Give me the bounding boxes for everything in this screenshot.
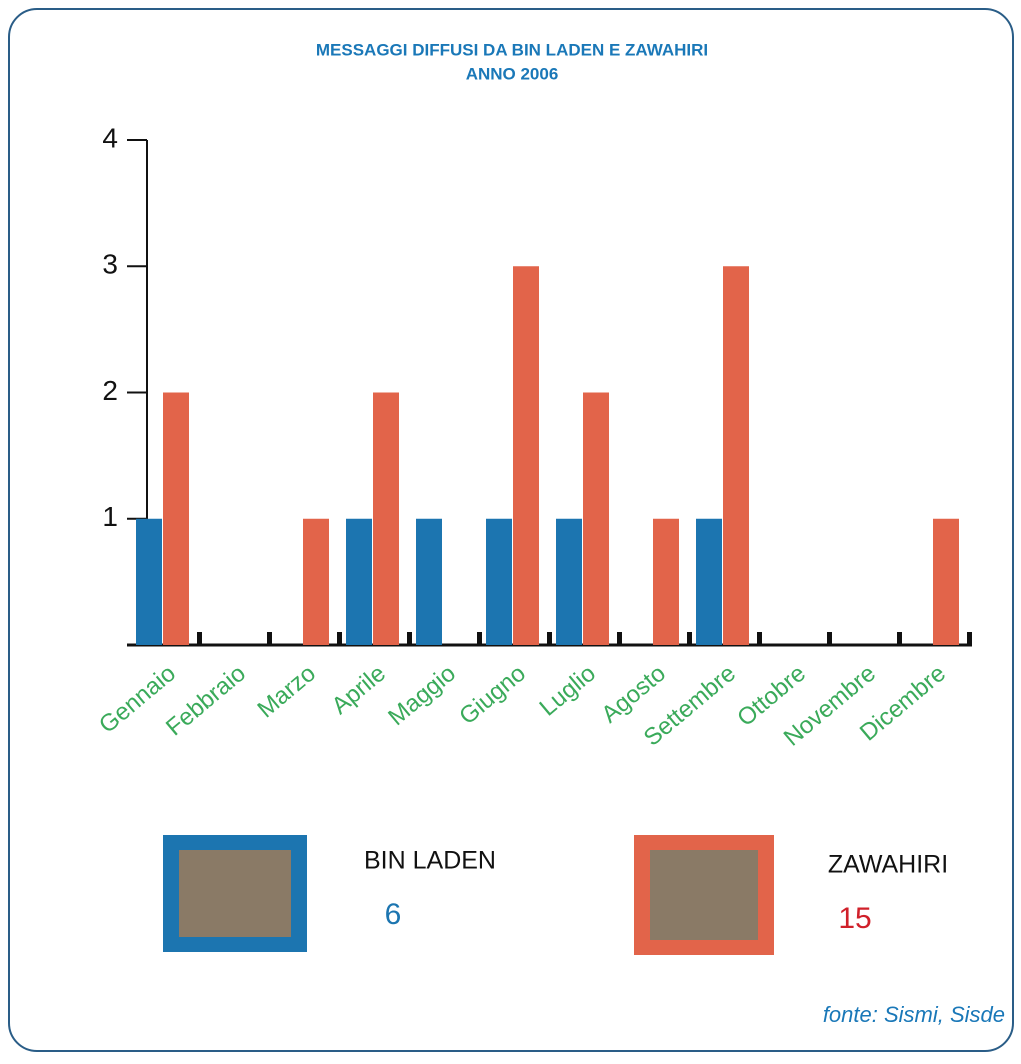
group-tick bbox=[897, 632, 902, 645]
legend-label: ZAWAHIRI bbox=[828, 851, 948, 879]
legend-photo bbox=[179, 850, 291, 937]
group-tick bbox=[407, 632, 412, 645]
bar bbox=[303, 518, 329, 645]
bar bbox=[583, 392, 609, 645]
y-tick-label: 4 bbox=[102, 122, 118, 153]
y-tick-label: 3 bbox=[102, 249, 118, 280]
bar bbox=[136, 518, 162, 645]
group-tick bbox=[477, 632, 482, 645]
bar bbox=[486, 518, 512, 645]
bar bbox=[416, 518, 442, 645]
bar bbox=[373, 392, 399, 645]
bar bbox=[653, 518, 679, 645]
group-tick bbox=[267, 632, 272, 645]
bar bbox=[346, 518, 372, 645]
bar bbox=[933, 518, 959, 645]
y-tick-label: 2 bbox=[102, 375, 118, 406]
group-tick bbox=[197, 632, 202, 645]
group-tick bbox=[967, 632, 972, 645]
chart-subtitle: ANNO 2006 bbox=[466, 64, 559, 83]
bar bbox=[696, 518, 722, 645]
bar bbox=[723, 266, 749, 645]
bar bbox=[163, 392, 189, 645]
chart-title: MESSAGGI DIFFUSI DA BIN LADEN E ZAWAHIRI bbox=[316, 40, 708, 59]
group-tick bbox=[337, 632, 342, 645]
group-tick bbox=[617, 632, 622, 645]
source-note: fonte: Sismi, Sisde bbox=[823, 1002, 1005, 1027]
legend-photo bbox=[650, 850, 758, 940]
group-tick bbox=[757, 632, 762, 645]
group-tick bbox=[547, 632, 552, 645]
y-tick-label: 1 bbox=[102, 501, 118, 532]
legend-label: BIN LADEN bbox=[364, 847, 496, 875]
group-tick bbox=[827, 632, 832, 645]
group-tick bbox=[687, 632, 692, 645]
legend-total: 6 bbox=[385, 898, 402, 931]
bar bbox=[513, 266, 539, 645]
legend-total: 15 bbox=[838, 902, 871, 935]
bar bbox=[556, 518, 582, 645]
